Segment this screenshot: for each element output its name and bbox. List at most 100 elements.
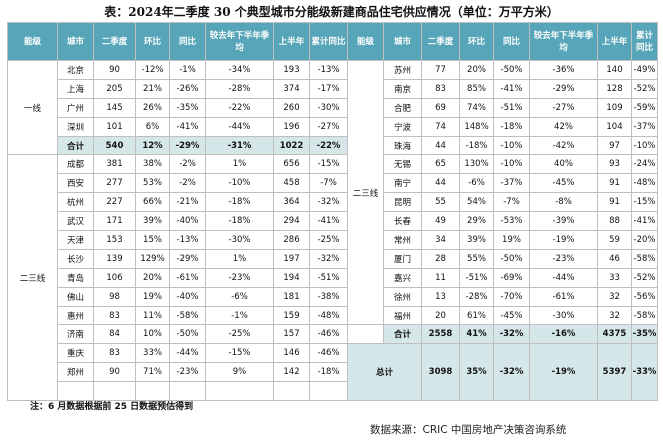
left-row-cell: 15% xyxy=(135,230,170,250)
left-row-cell: 杭州 xyxy=(57,192,94,213)
right-row-cell: -27% xyxy=(529,97,598,118)
tier23-total-cell: 4375 xyxy=(597,324,632,345)
right-row-cell: 福州 xyxy=(383,305,422,326)
header-q2-right: 二季度 xyxy=(421,22,460,61)
left-row-cell: 153 xyxy=(93,230,136,250)
left-row-cell: 374 xyxy=(273,78,310,99)
left-row-cell: 83 xyxy=(93,343,136,364)
data-source: 数据来源：CRIC 中国房地产决策咨询系统 xyxy=(370,424,567,436)
left-row-cell: 227 xyxy=(93,192,136,213)
left-row-cell: 1% xyxy=(205,248,274,269)
grand-total-cell: 3098 xyxy=(421,343,460,402)
left-row-cell: -1% xyxy=(169,60,206,80)
right-row-cell: 55 xyxy=(421,192,460,213)
header-h1-right: 上半年 xyxy=(597,22,632,61)
left-row-cell: -34% xyxy=(205,60,274,80)
right-row-cell: -30% xyxy=(529,305,598,326)
left-row-cell: 90 xyxy=(93,60,136,80)
right-row-cell: -51% xyxy=(493,97,530,118)
right-row-cell: 32 xyxy=(597,286,632,307)
left-row-cell: 38% xyxy=(135,154,170,175)
left-row-cell: 196 xyxy=(273,116,310,137)
left-row-cell: 广州 xyxy=(57,97,94,118)
left-row-cell: 157 xyxy=(273,324,310,345)
right-row-cell: 128 xyxy=(597,78,632,99)
right-row-cell: -58% xyxy=(631,305,658,326)
table-title: 表：2024年二季度 30 个典型城市分能级新建商品住宅供应情况（单位：万平方米… xyxy=(104,5,559,19)
right-row-cell: 85% xyxy=(459,78,494,99)
left-row-cell xyxy=(273,381,310,402)
right-row-cell: 徐州 xyxy=(383,286,422,307)
right-row-cell: 97 xyxy=(597,135,632,156)
table-row: 济南 84 10% -50% -25% 157 -46% 合计 2558 41% -32% -16% 4… xyxy=(8,324,658,345)
table-row: 惠州 83 11% -58% -1% 159 -48% 福州 20 61% -45% -30% 32 -5… xyxy=(8,305,658,326)
left-row-cell: 181 xyxy=(273,286,310,307)
left-row-cell: 171 xyxy=(93,211,136,232)
left-row-cell: -18% xyxy=(205,211,274,232)
left-row-cell: 长沙 xyxy=(57,248,94,269)
left-row-cell: -29% xyxy=(169,248,206,269)
right-row-cell: 61% xyxy=(459,305,494,326)
left-row-cell: -38% xyxy=(309,286,348,307)
left-row-cell: 西安 xyxy=(57,173,94,194)
left-row-cell: -58% xyxy=(169,305,206,326)
left-row-cell: 19% xyxy=(135,286,170,307)
left-row-cell: 277 xyxy=(93,173,136,194)
tier1-total-cell: -31% xyxy=(205,135,274,156)
header-row: 能级 城市 二季度 环比 同比 较去年下半年季均 上半年 累计同比 能级 城市 … xyxy=(7,22,658,61)
grand-total-cell: 5397 xyxy=(597,343,632,402)
right-row-cell: -59% xyxy=(631,97,658,118)
tier1-total-cell: -29% xyxy=(169,135,206,156)
header-yoy: 同比 xyxy=(169,22,206,61)
right-row-cell: 珠海 xyxy=(383,135,422,156)
tier1-total-cell: 1022 xyxy=(273,135,310,156)
total-blank xyxy=(347,324,384,345)
right-row-cell: 42% xyxy=(529,116,598,137)
tier23-total-cell: 41% xyxy=(459,324,494,345)
right-row-cell: 20 xyxy=(421,305,460,326)
right-row-cell: 55% xyxy=(459,248,494,269)
left-row-cell: 90 xyxy=(93,362,136,383)
right-row-cell: 46 xyxy=(597,248,632,269)
left-row-cell: 381 xyxy=(93,154,136,175)
right-row-cell: 91 xyxy=(597,173,632,194)
table-row: 上海 205 21% -26% -28% 374 -17% 南京 83 85% -41% -29% 12… xyxy=(8,78,658,99)
left-row-cell: 286 xyxy=(273,230,310,250)
left-row-cell: 武汉 xyxy=(57,211,94,232)
right-row-cell: -58% xyxy=(631,248,658,269)
right-row-cell: 11 xyxy=(421,267,460,288)
right-row-cell: -51% xyxy=(459,267,494,288)
right-row-cell: -50% xyxy=(493,248,530,269)
right-row-cell: -18% xyxy=(493,116,530,137)
left-row-cell: 33% xyxy=(135,343,170,364)
right-row-cell: 44 xyxy=(421,173,460,194)
right-row-cell: -70% xyxy=(493,286,530,307)
header-tier: 能级 xyxy=(7,22,58,61)
table-row: 佛山 98 19% -40% -6% 181 -38% 徐州 13 -28% -70% -61% 32-… xyxy=(8,286,658,307)
right-row-cell: -23% xyxy=(529,248,598,269)
right-row-cell: -52% xyxy=(631,267,658,288)
tier23-total-cell: -35% xyxy=(631,324,658,345)
right-row-cell: -29% xyxy=(529,78,598,99)
left-row-cell: -30% xyxy=(205,230,274,250)
left-row-cell: -61% xyxy=(169,267,206,288)
left-row-cell xyxy=(309,381,348,402)
right-row-cell: -20% xyxy=(631,230,658,250)
left-row-cell: -50% xyxy=(169,324,206,345)
left-row-cell: 北京 xyxy=(57,60,94,80)
left-row-cell: 458 xyxy=(273,173,310,194)
left-row-cell: 197 xyxy=(273,248,310,269)
left-row-cell: 106 xyxy=(93,267,136,288)
header-q2: 二季度 xyxy=(93,22,136,61)
right-row-cell: 40% xyxy=(529,154,598,175)
table-row: 一线 北京 90 -12% -1% -34% 193 -13% 二三线 苏州 77 20% -50% -3… xyxy=(7,59,658,326)
right-row-cell: 49 xyxy=(421,211,460,232)
left-row-cell xyxy=(205,381,274,402)
right-row-cell: 104 xyxy=(597,116,632,137)
left-row-cell: 83 xyxy=(93,305,136,326)
left-row-cell: -32% xyxy=(309,248,348,269)
table-row: 二三线 成都 381 38% -2% 1% 656 -15% 无锡 65 130% -10% 40% 93… xyxy=(7,154,658,402)
right-row-cell: -10% xyxy=(493,135,530,156)
left-row-cell: -1% xyxy=(205,305,274,326)
grand-total-label: 总计 xyxy=(347,343,422,402)
